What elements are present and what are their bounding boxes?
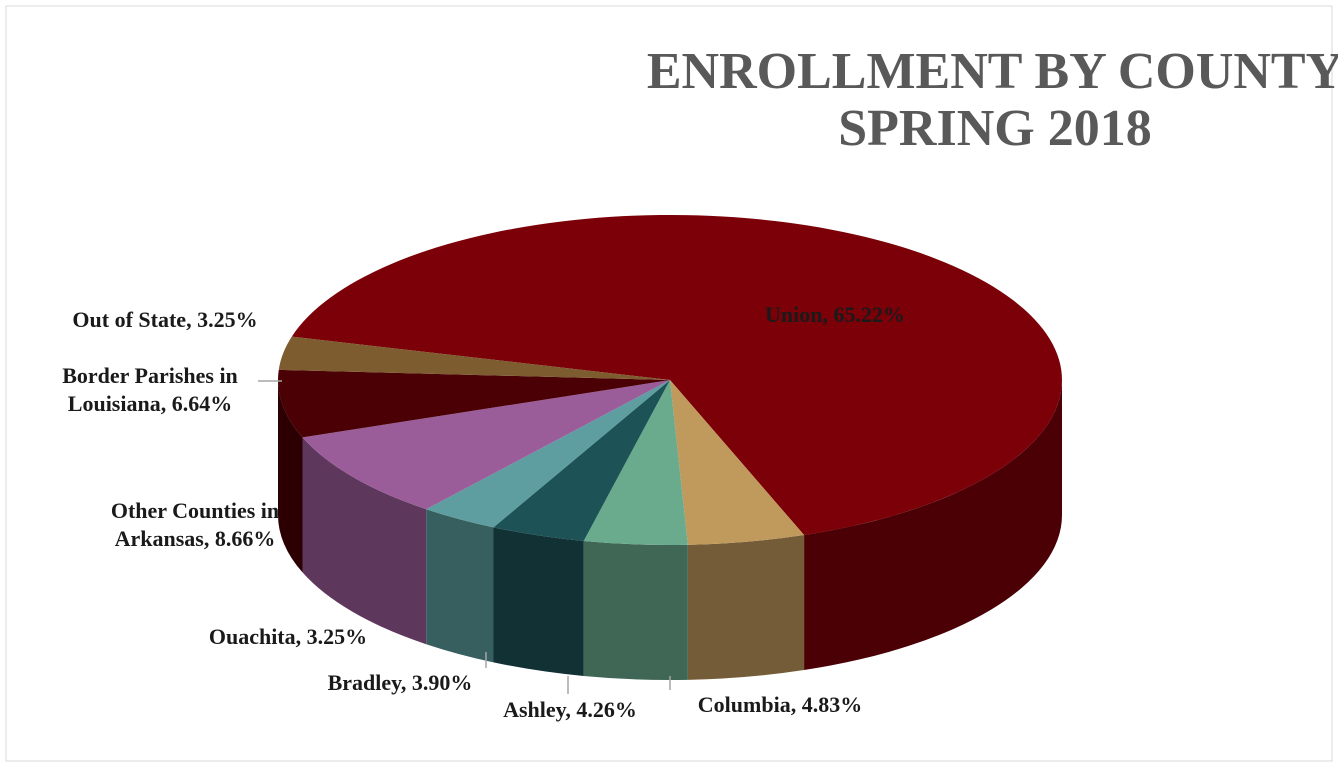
pie-slice [278, 369, 670, 438]
pie-side [583, 540, 688, 680]
label-line: Ouachita, 3.25% [209, 624, 367, 649]
pie-slice [670, 380, 805, 545]
label-line: Other Counties in [111, 498, 279, 523]
data-label: Columbia, 4.83% [698, 692, 862, 717]
data-label: Ashley, 4.26% [503, 697, 637, 722]
pie-side [804, 380, 1062, 671]
label-line: Border Parishes in [62, 363, 238, 388]
data-label: Border Parishes in Louisiana, 6.64% [62, 363, 238, 416]
data-label: Ouachita, 3.25% [209, 624, 367, 649]
pie-slice [583, 380, 688, 546]
chart-title: ENROLLMENT BY COUNTY [647, 43, 1338, 100]
label-line: Ashley, 4.26% [503, 697, 637, 722]
label-line: Out of State, 3.25% [72, 307, 257, 332]
pie-slice [426, 380, 670, 528]
pie-side [687, 535, 805, 680]
pie-side [302, 437, 427, 645]
data-label: Out of State, 3.25% [72, 307, 257, 332]
pie-slice [278, 336, 670, 380]
data-label: Bradley, 3.90% [328, 670, 473, 695]
pie-slice [291, 214, 1063, 536]
data-label: Union, 65.22% [765, 302, 905, 327]
data-label: Other Counties in Arkansas, 8.66% [111, 498, 279, 551]
label-line: Columbia, 4.83% [698, 692, 862, 717]
label-line: Louisiana, 6.64% [68, 391, 232, 416]
label-line: Bradley, 3.90% [328, 670, 473, 695]
chart-subtitle: SPRING 2018 [838, 100, 1151, 157]
pie-slice [493, 380, 670, 541]
pie-side [278, 380, 303, 573]
pie-slice [302, 380, 670, 510]
label-line: Arkansas, 8.66% [115, 526, 276, 551]
pie-side [426, 509, 494, 663]
pie-side [493, 527, 584, 676]
label-line: Union, 65.22% [765, 302, 905, 327]
